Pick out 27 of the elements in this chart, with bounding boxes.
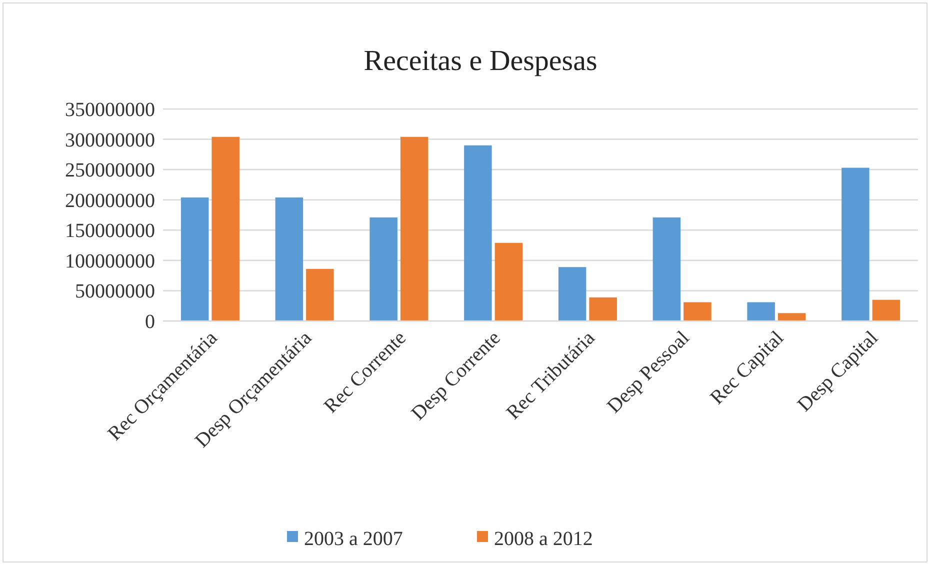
bar — [306, 268, 334, 321]
chart-title: Receitas e Despesas — [364, 45, 598, 77]
bar — [652, 217, 681, 321]
legend-label: 2003 a 2007 — [304, 528, 403, 550]
bar — [589, 297, 617, 321]
bar — [370, 217, 398, 321]
bar — [872, 300, 900, 321]
y-tick-label: 200000000 — [65, 190, 155, 212]
bar — [842, 168, 870, 321]
y-tick-label: 50000000 — [75, 280, 155, 303]
legend-label: 2008 a 2012 — [494, 528, 593, 550]
y-tick-label: 100000000 — [65, 250, 155, 272]
bar — [275, 197, 304, 321]
y-tick-label: 250000000 — [65, 160, 155, 182]
bar — [494, 242, 523, 321]
y-tick-label: 150000000 — [65, 220, 155, 242]
bar — [558, 267, 586, 321]
bar — [180, 197, 209, 321]
bar — [400, 136, 428, 321]
bar — [684, 302, 712, 321]
bar — [747, 302, 775, 321]
bar — [778, 313, 806, 321]
y-tick-label: 0 — [145, 311, 155, 333]
bar — [464, 145, 492, 321]
y-tick-label: 350000000 — [65, 99, 155, 121]
y-tick-label: 300000000 — [65, 129, 155, 152]
bar — [212, 136, 240, 321]
